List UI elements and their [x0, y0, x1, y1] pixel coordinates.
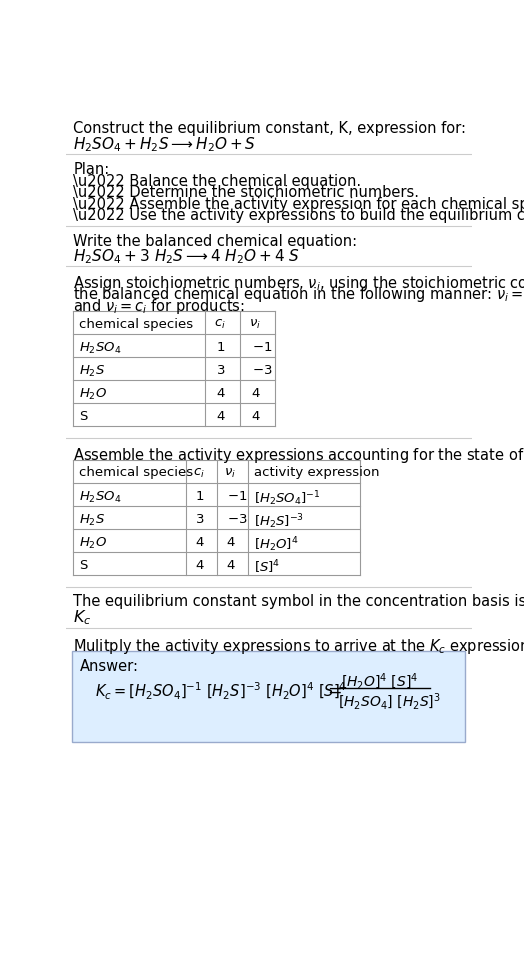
Text: $\nu_i$: $\nu_i$	[249, 318, 261, 331]
Text: \u2022 Balance the chemical equation.: \u2022 Balance the chemical equation.	[73, 174, 362, 189]
Text: 4: 4	[195, 535, 204, 549]
Text: $H_2O$: $H_2O$	[80, 535, 107, 551]
Text: Assemble the activity expressions accounting for the state of matter and $\nu_i$: Assemble the activity expressions accoun…	[73, 446, 524, 465]
Text: $[H_2SO_4]^{-1}$: $[H_2SO_4]^{-1}$	[254, 489, 320, 508]
Text: S: S	[80, 559, 88, 572]
Text: Answer:: Answer:	[80, 659, 138, 674]
Text: $H_2SO_4 + 3\ H_2S \longrightarrow 4\ H_2O + 4\ S$: $H_2SO_4 + 3\ H_2S \longrightarrow 4\ H_…	[73, 248, 300, 266]
Text: 4: 4	[252, 410, 260, 423]
Text: $c_i$: $c_i$	[214, 318, 226, 331]
Text: $\nu_i$: $\nu_i$	[224, 466, 236, 480]
Text: 1: 1	[195, 489, 204, 503]
Text: 3: 3	[216, 364, 225, 377]
Text: $K_c$: $K_c$	[73, 608, 92, 627]
Text: 4: 4	[195, 559, 204, 572]
Text: $H_2SO_4 + H_2S \longrightarrow H_2O + S$: $H_2SO_4 + H_2S \longrightarrow H_2O + S…	[73, 136, 256, 154]
Text: $[H_2S]^{-3}$: $[H_2S]^{-3}$	[254, 512, 304, 531]
Text: $H_2S$: $H_2S$	[80, 512, 106, 528]
Text: \u2022 Assemble the activity expression for each chemical species.: \u2022 Assemble the activity expression …	[73, 197, 524, 212]
FancyBboxPatch shape	[72, 652, 465, 742]
Text: chemical species: chemical species	[80, 466, 193, 480]
Text: 3: 3	[195, 512, 204, 526]
Text: $-1$: $-1$	[252, 341, 272, 354]
Text: 1: 1	[216, 341, 225, 354]
Text: the balanced chemical equation in the following manner: $\nu_i = -c_i$ for react: the balanced chemical equation in the fo…	[73, 285, 524, 305]
Text: chemical species: chemical species	[80, 318, 193, 331]
Text: S: S	[80, 410, 88, 423]
Text: activity expression: activity expression	[254, 466, 379, 480]
Text: Plan:: Plan:	[73, 161, 110, 177]
Text: $H_2S$: $H_2S$	[80, 364, 106, 380]
Text: Assign stoichiometric numbers, $\nu_i$, using the stoichiometric coefficients, $: Assign stoichiometric numbers, $\nu_i$, …	[73, 274, 524, 293]
Text: $H_2SO_4$: $H_2SO_4$	[80, 489, 122, 505]
Text: $[S]^{4}$: $[S]^{4}$	[254, 559, 280, 577]
Text: $-3$: $-3$	[227, 512, 247, 526]
Text: The equilibrium constant symbol in the concentration basis is:: The equilibrium constant symbol in the c…	[73, 594, 524, 609]
Text: $-3$: $-3$	[252, 364, 272, 377]
Text: \u2022 Determine the stoichiometric numbers.: \u2022 Determine the stoichiometric numb…	[73, 185, 419, 201]
Text: $[H_2SO_4]\ [H_2S]^3$: $[H_2SO_4]\ [H_2S]^3$	[339, 691, 441, 712]
Text: $[H_2O]^{4}$: $[H_2O]^{4}$	[254, 535, 298, 554]
Text: $-1$: $-1$	[227, 489, 247, 503]
Text: Write the balanced chemical equation:: Write the balanced chemical equation:	[73, 234, 357, 249]
Text: and $\nu_i = c_i$ for products:: and $\nu_i = c_i$ for products:	[73, 297, 245, 316]
Text: Construct the equilibrium constant, K, expression for:: Construct the equilibrium constant, K, e…	[73, 121, 466, 136]
Text: 4: 4	[216, 410, 225, 423]
Text: 4: 4	[227, 559, 235, 572]
Text: \u2022 Use the activity expressions to build the equilibrium constant expression: \u2022 Use the activity expressions to b…	[73, 209, 524, 224]
Text: $=$: $=$	[324, 680, 342, 699]
Text: 4: 4	[216, 387, 225, 400]
Text: Mulitply the activity expressions to arrive at the $K_c$ expression:: Mulitply the activity expressions to arr…	[73, 637, 524, 656]
Text: $H_2SO_4$: $H_2SO_4$	[80, 341, 122, 356]
Text: $[H_2O]^4\ [S]^4$: $[H_2O]^4\ [S]^4$	[341, 672, 418, 692]
Text: $H_2O$: $H_2O$	[80, 387, 107, 403]
Text: 4: 4	[227, 535, 235, 549]
Text: $K_c = [H_2SO_4]^{-1}\ [H_2S]^{-3}\ [H_2O]^{4}\ [S]^{4}$: $K_c = [H_2SO_4]^{-1}\ [H_2S]^{-3}\ [H_2…	[95, 680, 347, 702]
Text: $c_i$: $c_i$	[193, 466, 205, 480]
Text: 4: 4	[252, 387, 260, 400]
